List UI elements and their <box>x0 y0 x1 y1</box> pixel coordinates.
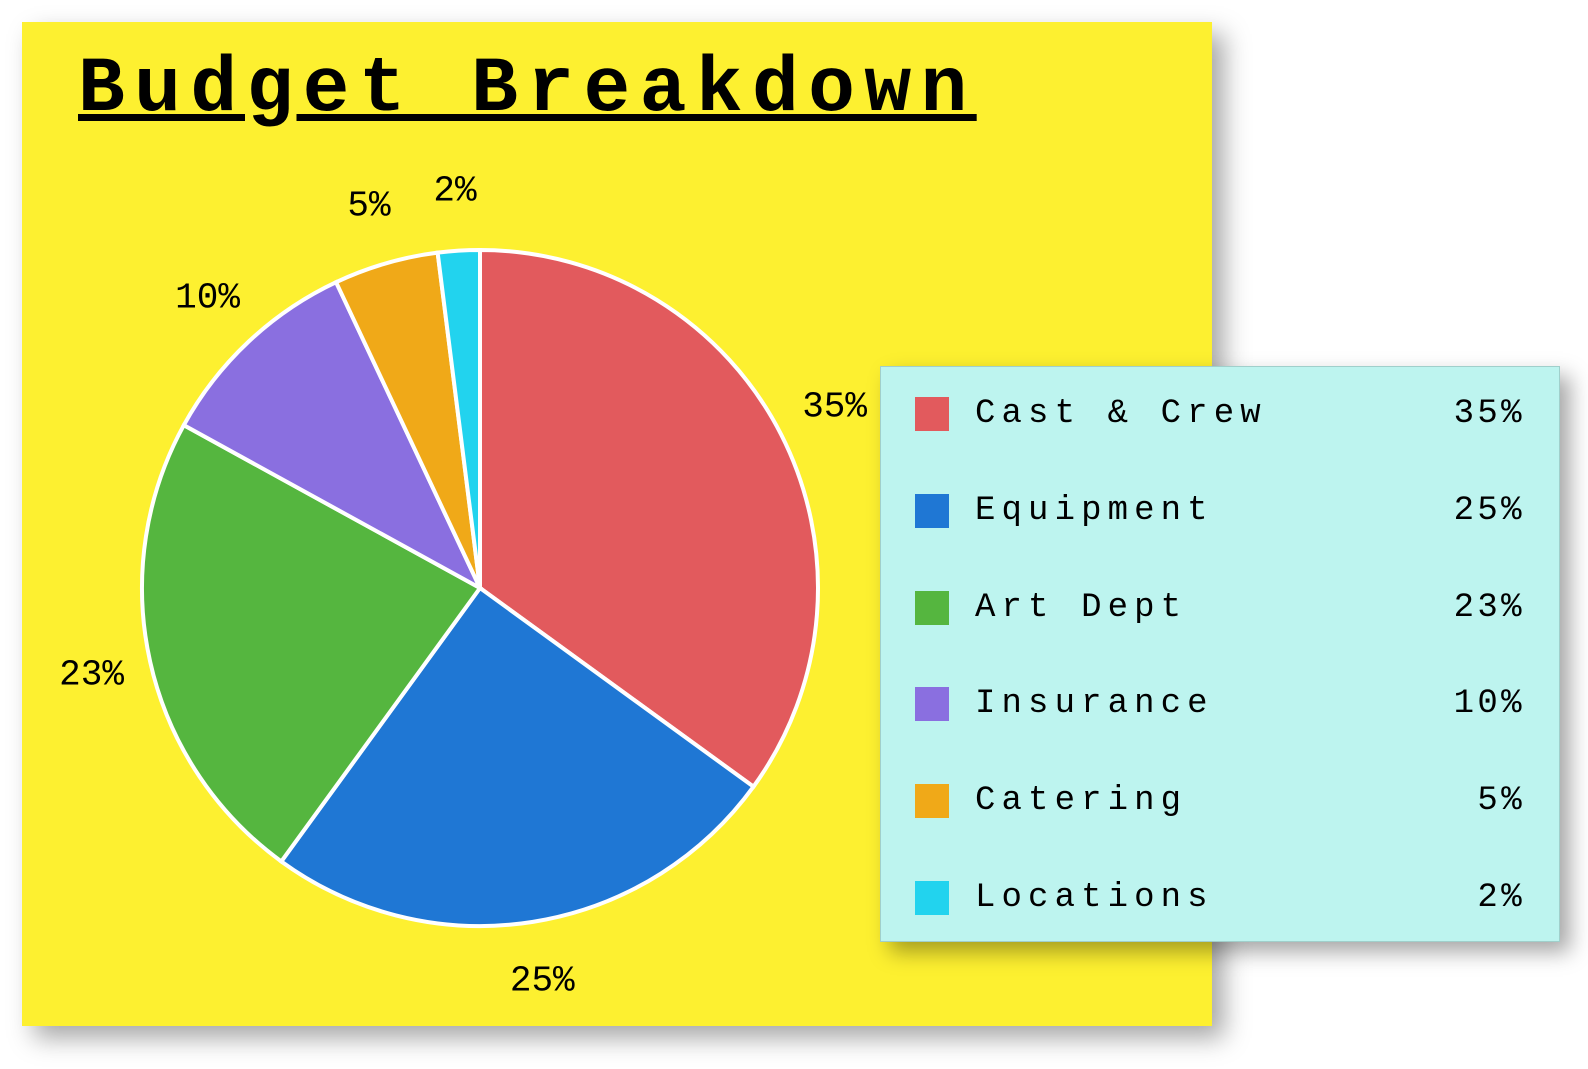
legend-percent: 2% <box>1435 879 1525 917</box>
legend-row: Cast & Crew 35% <box>915 395 1525 433</box>
stage: Budget Breakdown 35% 25% 23% 10% 5% 2% Cast &… <box>0 0 1588 1069</box>
pie-slice-label: 5% <box>347 185 390 226</box>
legend-row: Locations 2% <box>915 879 1525 917</box>
legend-swatch <box>915 494 949 528</box>
legend-swatch <box>915 784 949 818</box>
pie-slice-label: 23% <box>59 654 124 695</box>
legend-label: Art Dept <box>975 589 1409 627</box>
pie-slice-label: 10% <box>175 277 240 318</box>
legend-percent: 25% <box>1435 492 1525 530</box>
legend-row: Insurance 10% <box>915 685 1525 723</box>
legend-row: Art Dept 23% <box>915 589 1525 627</box>
pie-chart <box>138 246 822 930</box>
legend-percent: 5% <box>1435 782 1525 820</box>
legend-swatch <box>915 397 949 431</box>
legend-swatch <box>915 687 949 721</box>
pie-slice-label: 35% <box>802 387 867 428</box>
legend-panel: Cast & Crew 35% Equipment 25% Art Dept 23% Ins… <box>880 366 1560 942</box>
legend-row: Equipment 25% <box>915 492 1525 530</box>
legend-swatch <box>915 881 949 915</box>
pie-slice-label: 2% <box>433 170 476 211</box>
legend-label: Catering <box>975 782 1409 820</box>
legend-label: Cast & Crew <box>975 395 1409 433</box>
legend-label: Insurance <box>975 685 1409 723</box>
legend-label: Equipment <box>975 492 1409 530</box>
legend-percent: 10% <box>1435 685 1525 723</box>
legend-label: Locations <box>975 879 1409 917</box>
legend-row: Catering 5% <box>915 782 1525 820</box>
legend-percent: 23% <box>1435 589 1525 627</box>
chart-title: Budget Breakdown <box>78 46 977 134</box>
legend-percent: 35% <box>1435 395 1525 433</box>
pie-slice-label: 25% <box>510 961 575 1002</box>
legend-swatch <box>915 591 949 625</box>
